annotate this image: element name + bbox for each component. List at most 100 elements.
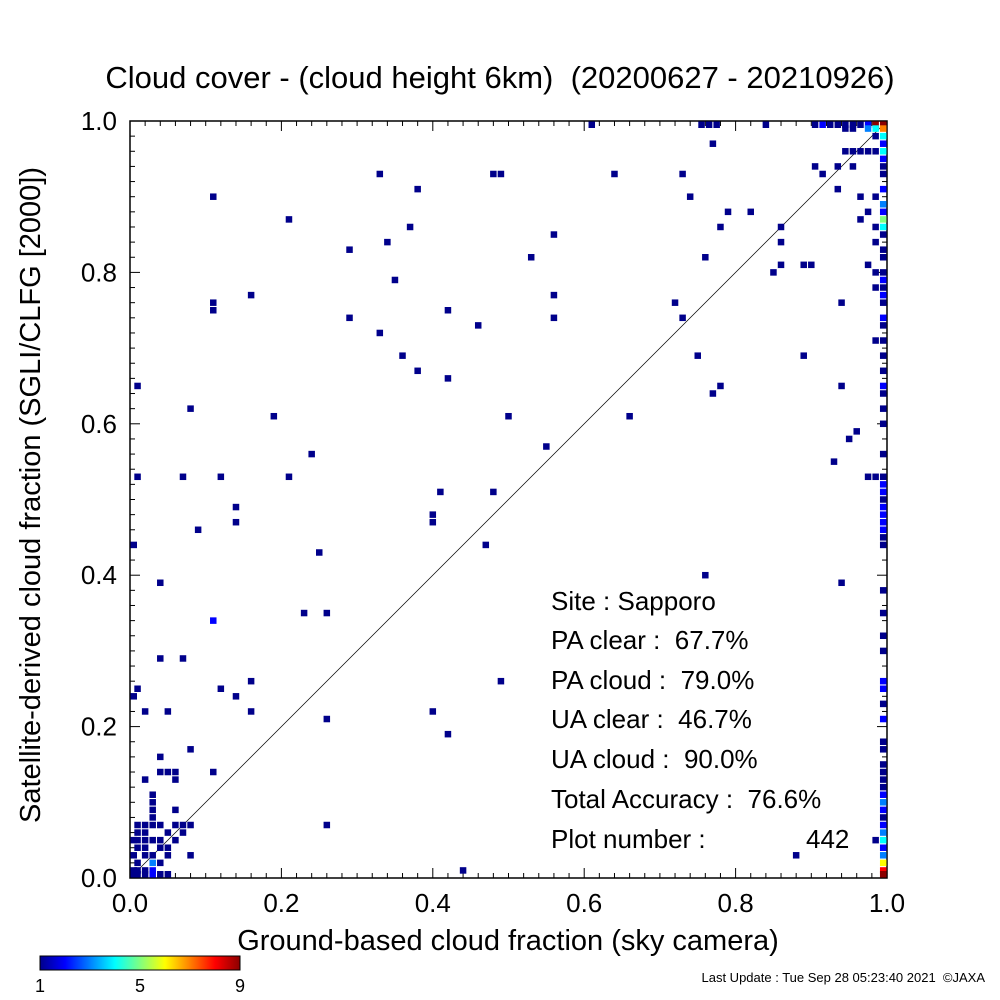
x-tick-label: 0.8 [718,888,754,918]
data-cell [857,216,864,223]
colorbar-label-max: 9 [235,976,245,996]
data-cell [232,518,240,526]
data-cell [346,246,353,253]
data-cell [141,852,149,859]
x-tick-label: 0.4 [415,888,451,918]
data-cell [879,518,887,526]
data-cell [872,238,879,246]
data-cell [232,693,240,700]
data-cell [747,208,754,216]
data-cell [391,276,399,284]
data-cell [164,844,172,851]
x-tick-label: 1.0 [869,888,905,918]
data-cell [179,655,187,662]
data-cell [879,155,887,163]
one-to-one-line [129,120,888,879]
data-cell [879,132,887,140]
data-cell [179,829,187,836]
data-cell [141,829,149,836]
data-cell [879,299,887,306]
data-cell [830,458,838,465]
chart-title: Cloud cover - (cloud height 6km) (202006… [105,60,894,95]
data-cell [694,352,701,359]
data-cell [838,579,845,587]
stats-plot-number-value: 442 [806,824,849,854]
data-cell [210,768,217,776]
data-cell [857,121,864,128]
data-cell [247,291,255,299]
data-cell [134,859,141,867]
data-cell [826,121,834,128]
data-cell [792,852,800,859]
data-cells [130,121,887,878]
data-cell [149,836,156,844]
data-cell [879,367,887,375]
data-cell [698,121,705,128]
data-cell [164,871,172,878]
data-cell [872,223,879,231]
data-cell [482,541,490,549]
y-tick-label: 0.4 [81,560,117,590]
data-cell [834,121,842,128]
data-cell [550,291,558,299]
data-cell [777,261,785,269]
data-cell [149,806,156,814]
data-cell [842,121,849,128]
data-cell [879,867,887,874]
data-cell [853,428,860,435]
data-cell [527,254,535,261]
stats-ua-cloud: UA cloud : 90.0% [551,744,758,774]
data-cell [879,223,887,231]
data-cell [879,125,887,132]
data-cell [210,307,217,314]
data-cell [130,852,137,859]
data-cell [808,261,815,269]
data-cell [879,503,887,511]
data-cell [777,223,785,231]
data-cell [134,871,141,878]
data-cell [834,185,842,193]
data-cell [141,836,149,844]
data-cell [879,140,887,147]
data-cell [879,859,887,867]
data-cell [864,473,872,481]
data-cell [217,685,225,692]
data-cell [141,708,149,715]
data-cell [217,473,225,481]
data-cell [679,314,686,322]
data-cell [879,148,887,155]
data-cell [172,821,179,829]
data-cell [872,337,879,344]
data-cell [709,140,717,147]
colorbar-label-mid: 5 [135,976,145,996]
colorbar-label-min: 1 [35,976,45,996]
data-cell [187,821,194,829]
data-cell [141,776,149,783]
data-cell [134,829,141,836]
data-cell [879,821,887,829]
data-cell [879,488,887,496]
data-cell [323,715,331,723]
data-cell [864,125,872,132]
data-cell [879,647,887,655]
y-axis-label: Satellite-derived cloud fraction (SGLI/C… [15,167,47,823]
data-cell [157,821,164,829]
data-cell [141,871,149,878]
data-cell [872,284,879,291]
data-cell [872,836,879,844]
data-cell [149,821,156,829]
data-cell [872,269,879,276]
x-tick-labels: 0.0 0.2 0.4 0.6 0.8 1.0 [112,888,905,918]
data-cell [879,473,887,481]
data-cell [879,352,887,359]
data-cell [879,121,887,128]
last-update-text: Last Update : Tue Sep 28 05:23:40 2021 ©… [702,970,986,985]
data-cell [210,299,217,306]
data-cell [879,587,887,594]
data-cell [437,488,444,496]
stats-plot-number-label: Plot number : [551,824,706,854]
data-cell [679,170,686,178]
data-cell [879,450,887,458]
data-cell [879,829,887,836]
